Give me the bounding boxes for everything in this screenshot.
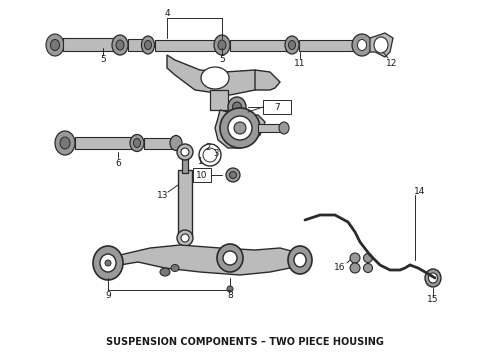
Ellipse shape [100, 254, 116, 272]
Ellipse shape [93, 246, 123, 280]
Ellipse shape [170, 135, 182, 150]
Ellipse shape [227, 286, 233, 292]
Ellipse shape [234, 122, 246, 134]
Text: 12: 12 [386, 58, 398, 68]
Text: 16: 16 [334, 262, 346, 271]
Ellipse shape [105, 260, 111, 266]
Ellipse shape [358, 40, 367, 50]
Ellipse shape [228, 116, 252, 140]
Text: 9: 9 [105, 292, 111, 301]
Ellipse shape [142, 36, 154, 54]
Bar [299, 40, 359, 51]
Ellipse shape [201, 67, 229, 89]
Text: 8: 8 [227, 292, 233, 301]
Ellipse shape [232, 102, 242, 112]
Text: 11: 11 [294, 58, 306, 68]
Ellipse shape [46, 34, 64, 56]
Polygon shape [255, 70, 280, 90]
Bar [182, 155, 188, 173]
Text: 7: 7 [274, 103, 280, 112]
Bar [178, 170, 192, 235]
Ellipse shape [160, 268, 170, 276]
Ellipse shape [425, 269, 441, 287]
Text: 5: 5 [219, 54, 225, 63]
Text: 13: 13 [157, 192, 169, 201]
Polygon shape [370, 33, 393, 57]
Ellipse shape [50, 40, 59, 50]
Bar [193, 168, 211, 182]
Bar [258, 124, 283, 132]
Ellipse shape [218, 40, 226, 50]
Ellipse shape [220, 108, 260, 148]
Text: 1: 1 [197, 158, 203, 166]
Ellipse shape [294, 253, 306, 267]
Ellipse shape [116, 40, 124, 50]
Ellipse shape [364, 253, 372, 262]
Ellipse shape [130, 135, 144, 152]
Text: 2: 2 [205, 144, 211, 153]
Ellipse shape [177, 144, 193, 160]
Text: 10: 10 [196, 171, 208, 180]
Text: 14: 14 [415, 188, 426, 197]
Bar [263, 100, 291, 114]
Ellipse shape [55, 131, 75, 155]
Ellipse shape [177, 230, 193, 246]
Bar [63, 38, 118, 51]
Ellipse shape [352, 34, 372, 56]
Ellipse shape [428, 273, 438, 283]
Ellipse shape [350, 253, 360, 263]
Ellipse shape [289, 40, 295, 49]
Bar [144, 138, 174, 149]
Ellipse shape [279, 122, 289, 134]
Bar [128, 39, 146, 51]
Ellipse shape [228, 97, 246, 117]
Text: 4: 4 [164, 9, 170, 18]
Ellipse shape [223, 251, 237, 265]
Ellipse shape [288, 246, 312, 274]
Ellipse shape [60, 137, 70, 149]
Ellipse shape [112, 35, 128, 55]
Ellipse shape [181, 234, 189, 242]
Ellipse shape [229, 171, 237, 179]
Ellipse shape [171, 265, 179, 271]
Ellipse shape [214, 35, 230, 55]
Bar [210, 90, 228, 110]
Text: 3: 3 [213, 148, 219, 158]
Text: SUSPENSION COMPONENTS – TWO PIECE HOUSING: SUSPENSION COMPONENTS – TWO PIECE HOUSIN… [106, 337, 384, 347]
Ellipse shape [217, 244, 243, 272]
Polygon shape [215, 110, 265, 148]
Ellipse shape [181, 148, 189, 156]
Ellipse shape [285, 36, 299, 54]
Polygon shape [167, 55, 265, 95]
Ellipse shape [133, 139, 141, 148]
Ellipse shape [350, 263, 360, 273]
Ellipse shape [145, 40, 151, 49]
Bar [230, 40, 290, 51]
Ellipse shape [364, 264, 372, 273]
Bar [75, 137, 135, 149]
Text: 15: 15 [427, 296, 439, 305]
Ellipse shape [226, 168, 240, 182]
Bar [155, 40, 220, 51]
Text: 5: 5 [100, 54, 106, 63]
Text: 6: 6 [115, 158, 121, 167]
Polygon shape [108, 245, 300, 275]
Ellipse shape [374, 37, 388, 53]
